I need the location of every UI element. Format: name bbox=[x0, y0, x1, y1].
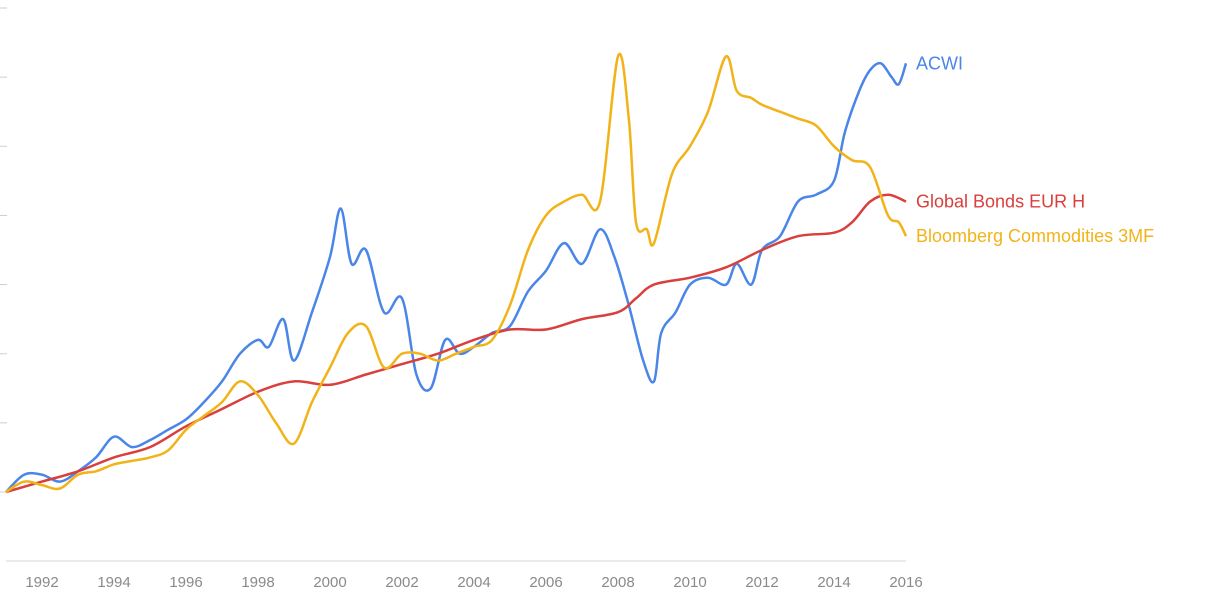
series-label: ACWI bbox=[916, 53, 963, 73]
x-tick-label: 1992 bbox=[25, 574, 58, 591]
x-tick-label: 2008 bbox=[601, 574, 634, 591]
x-tick-label: 2016 bbox=[889, 574, 922, 591]
x-tick-label: 2002 bbox=[385, 574, 418, 591]
x-tick-label: 1996 bbox=[169, 574, 202, 591]
x-axis-tick-labels: 1992 1994 1996 1998 2000 2002 2004 2006 2008 2010… bbox=[25, 574, 922, 591]
series-label: Global Bonds EUR H bbox=[916, 192, 1085, 212]
series-label: Bloomberg Commodities 3MF bbox=[916, 226, 1154, 246]
x-tick-label: 2004 bbox=[457, 574, 490, 591]
series-labels: ACWI Global Bonds EUR H Bloomberg Commodit… bbox=[916, 53, 1154, 246]
series-lines bbox=[5, 52, 908, 494]
x-tick-label: 2006 bbox=[529, 574, 562, 591]
series-line-acwi bbox=[5, 61, 908, 493]
series-line-bloomberg-commodities-3mf bbox=[5, 52, 908, 494]
x-tick-label: 2014 bbox=[817, 574, 850, 591]
x-tick-label: 2000 bbox=[313, 574, 346, 591]
x-tick-label: 2012 bbox=[745, 574, 778, 591]
y-axis-ticks bbox=[0, 7, 7, 493]
x-tick-label: 2010 bbox=[673, 574, 706, 591]
series-line-global-bonds-eur-h bbox=[5, 193, 907, 494]
x-tick-label: 1998 bbox=[241, 574, 274, 591]
x-tick-label: 1994 bbox=[97, 574, 130, 591]
